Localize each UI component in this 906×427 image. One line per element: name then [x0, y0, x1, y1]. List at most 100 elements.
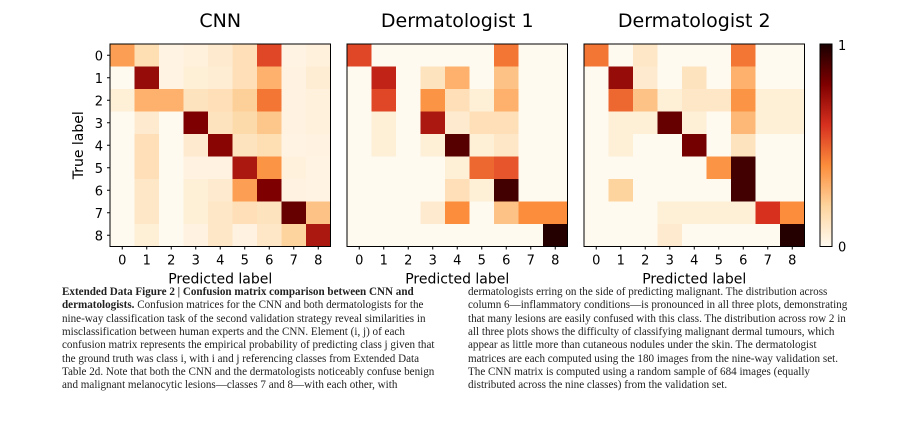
- heatmap-cell: [257, 179, 282, 202]
- heatmap-cell: [110, 156, 135, 180]
- heatmap-cell: [469, 134, 495, 157]
- x-tick-label: 1: [380, 254, 388, 269]
- x-tick-label: 4: [216, 254, 224, 269]
- heatmap-cell: [420, 89, 446, 112]
- colorbar-min-label: 0: [838, 241, 846, 256]
- heatmap-cell: [445, 156, 470, 180]
- x-tick-label: 4: [453, 254, 461, 269]
- heatmap-cell: [208, 111, 233, 135]
- heatmap-cell: [633, 179, 658, 202]
- x-axis-label: Predicted label: [642, 272, 746, 286]
- heatmap-cell: [584, 111, 609, 135]
- heatmap-cell: [396, 201, 421, 225]
- heatmap-cell: [257, 89, 282, 112]
- heatmap-cell: [608, 66, 634, 90]
- heatmap-cell: [371, 201, 397, 225]
- heatmap-cell: [543, 66, 568, 90]
- heatmap-cell: [543, 201, 568, 225]
- heatmap-cell: [371, 224, 397, 247]
- heatmap-cell: [755, 66, 781, 90]
- heatmap-cell: [347, 179, 372, 202]
- heatmap-cell: [518, 201, 544, 225]
- heatmap-cell: [657, 44, 683, 67]
- y-tick-label: 1: [95, 72, 103, 87]
- heatmap-cell: [232, 224, 258, 247]
- heatmap-cell: [420, 156, 446, 180]
- heatmap-cell: [306, 156, 331, 180]
- heatmap-cell: [584, 201, 609, 225]
- heatmap-cell: [281, 44, 307, 67]
- heatmap-cell: [445, 66, 470, 90]
- x-tick-label: 2: [167, 254, 175, 269]
- heatmap-cell: [396, 44, 421, 67]
- heatmap-cell: [159, 111, 184, 135]
- heatmap-cell: [159, 156, 184, 180]
- heatmap-cell: [306, 44, 331, 67]
- heatmap-cell: [518, 44, 544, 67]
- heatmap-cell: [494, 89, 519, 112]
- heatmap-cell: [396, 224, 421, 247]
- heatmap-cell: [159, 134, 184, 157]
- heatmap-cell: [633, 224, 658, 247]
- heatmap-cell: [110, 44, 135, 67]
- heatmap-cell: [257, 66, 282, 90]
- heatmap-cell: [494, 134, 519, 157]
- heatmap-cell: [494, 179, 519, 202]
- heatmap-cell: [706, 179, 732, 202]
- y-tick-label: 6: [95, 184, 103, 199]
- heatmap-cell: [396, 134, 421, 157]
- y-tick-label: 8: [95, 229, 103, 244]
- heatmap-cell: [755, 111, 781, 135]
- heatmap-cell: [420, 224, 446, 247]
- heatmap-cell: [755, 89, 781, 112]
- heatmap-cell: [780, 179, 805, 202]
- heatmap-cell: [584, 134, 609, 157]
- heatmap-cell: [420, 134, 446, 157]
- heatmap-cell: [420, 201, 446, 225]
- heatmap-cell: [134, 89, 160, 112]
- heatmap-cell: [134, 44, 160, 67]
- heatmap-cell: [584, 89, 609, 112]
- heatmap-cell: [633, 201, 658, 225]
- heatmap-cell: [208, 224, 233, 247]
- heatmap-cell: [780, 224, 805, 247]
- caption-lead: Extended Data Figure 2 | Confusion matri…: [62, 286, 414, 312]
- heatmap-cell: [780, 66, 805, 90]
- heatmap-cell: [755, 224, 781, 247]
- heatmap-cell: [347, 44, 372, 67]
- panel-title: Dermatologist 1: [381, 10, 534, 32]
- heatmap-cell: [306, 89, 331, 112]
- heatmap-cell: [469, 111, 495, 135]
- heatmap-cell: [706, 111, 732, 135]
- heatmap-cell: [134, 201, 160, 225]
- heatmap-cell: [110, 66, 135, 90]
- heatmap-cell: [780, 156, 805, 180]
- heatmap-cell: [347, 201, 372, 225]
- heatmap-cell: [445, 179, 470, 202]
- heatmap-cell: [159, 201, 184, 225]
- heatmap-cell: [731, 44, 756, 67]
- heatmap-cell: [281, 134, 307, 157]
- heatmap-cell: [755, 179, 781, 202]
- heatmap-cell: [543, 44, 568, 67]
- heatmap-cell: [159, 66, 184, 90]
- x-axis-label: Predicted label: [168, 272, 272, 286]
- x-tick-label: 2: [641, 254, 649, 269]
- heatmap-cell: [445, 89, 470, 112]
- panel-title: CNN: [199, 10, 241, 32]
- heatmap-cell: [445, 134, 470, 157]
- heatmap-cell: [584, 66, 609, 90]
- heatmap-cell: [371, 66, 397, 90]
- heatmap-cell: [543, 224, 568, 247]
- heatmap-cell: [281, 224, 307, 247]
- heatmap-cell: [706, 66, 732, 90]
- heatmap-cell: [110, 134, 135, 157]
- heatmap-cell: [159, 44, 184, 67]
- heatmap-cell: [469, 44, 495, 67]
- heatmap-cell: [396, 179, 421, 202]
- heatmap-cell: [110, 179, 135, 202]
- heatmap-cell: [780, 44, 805, 67]
- heatmap-cell: [396, 111, 421, 135]
- heatmap-cell: [110, 224, 135, 247]
- x-tick-label: 5: [715, 254, 723, 269]
